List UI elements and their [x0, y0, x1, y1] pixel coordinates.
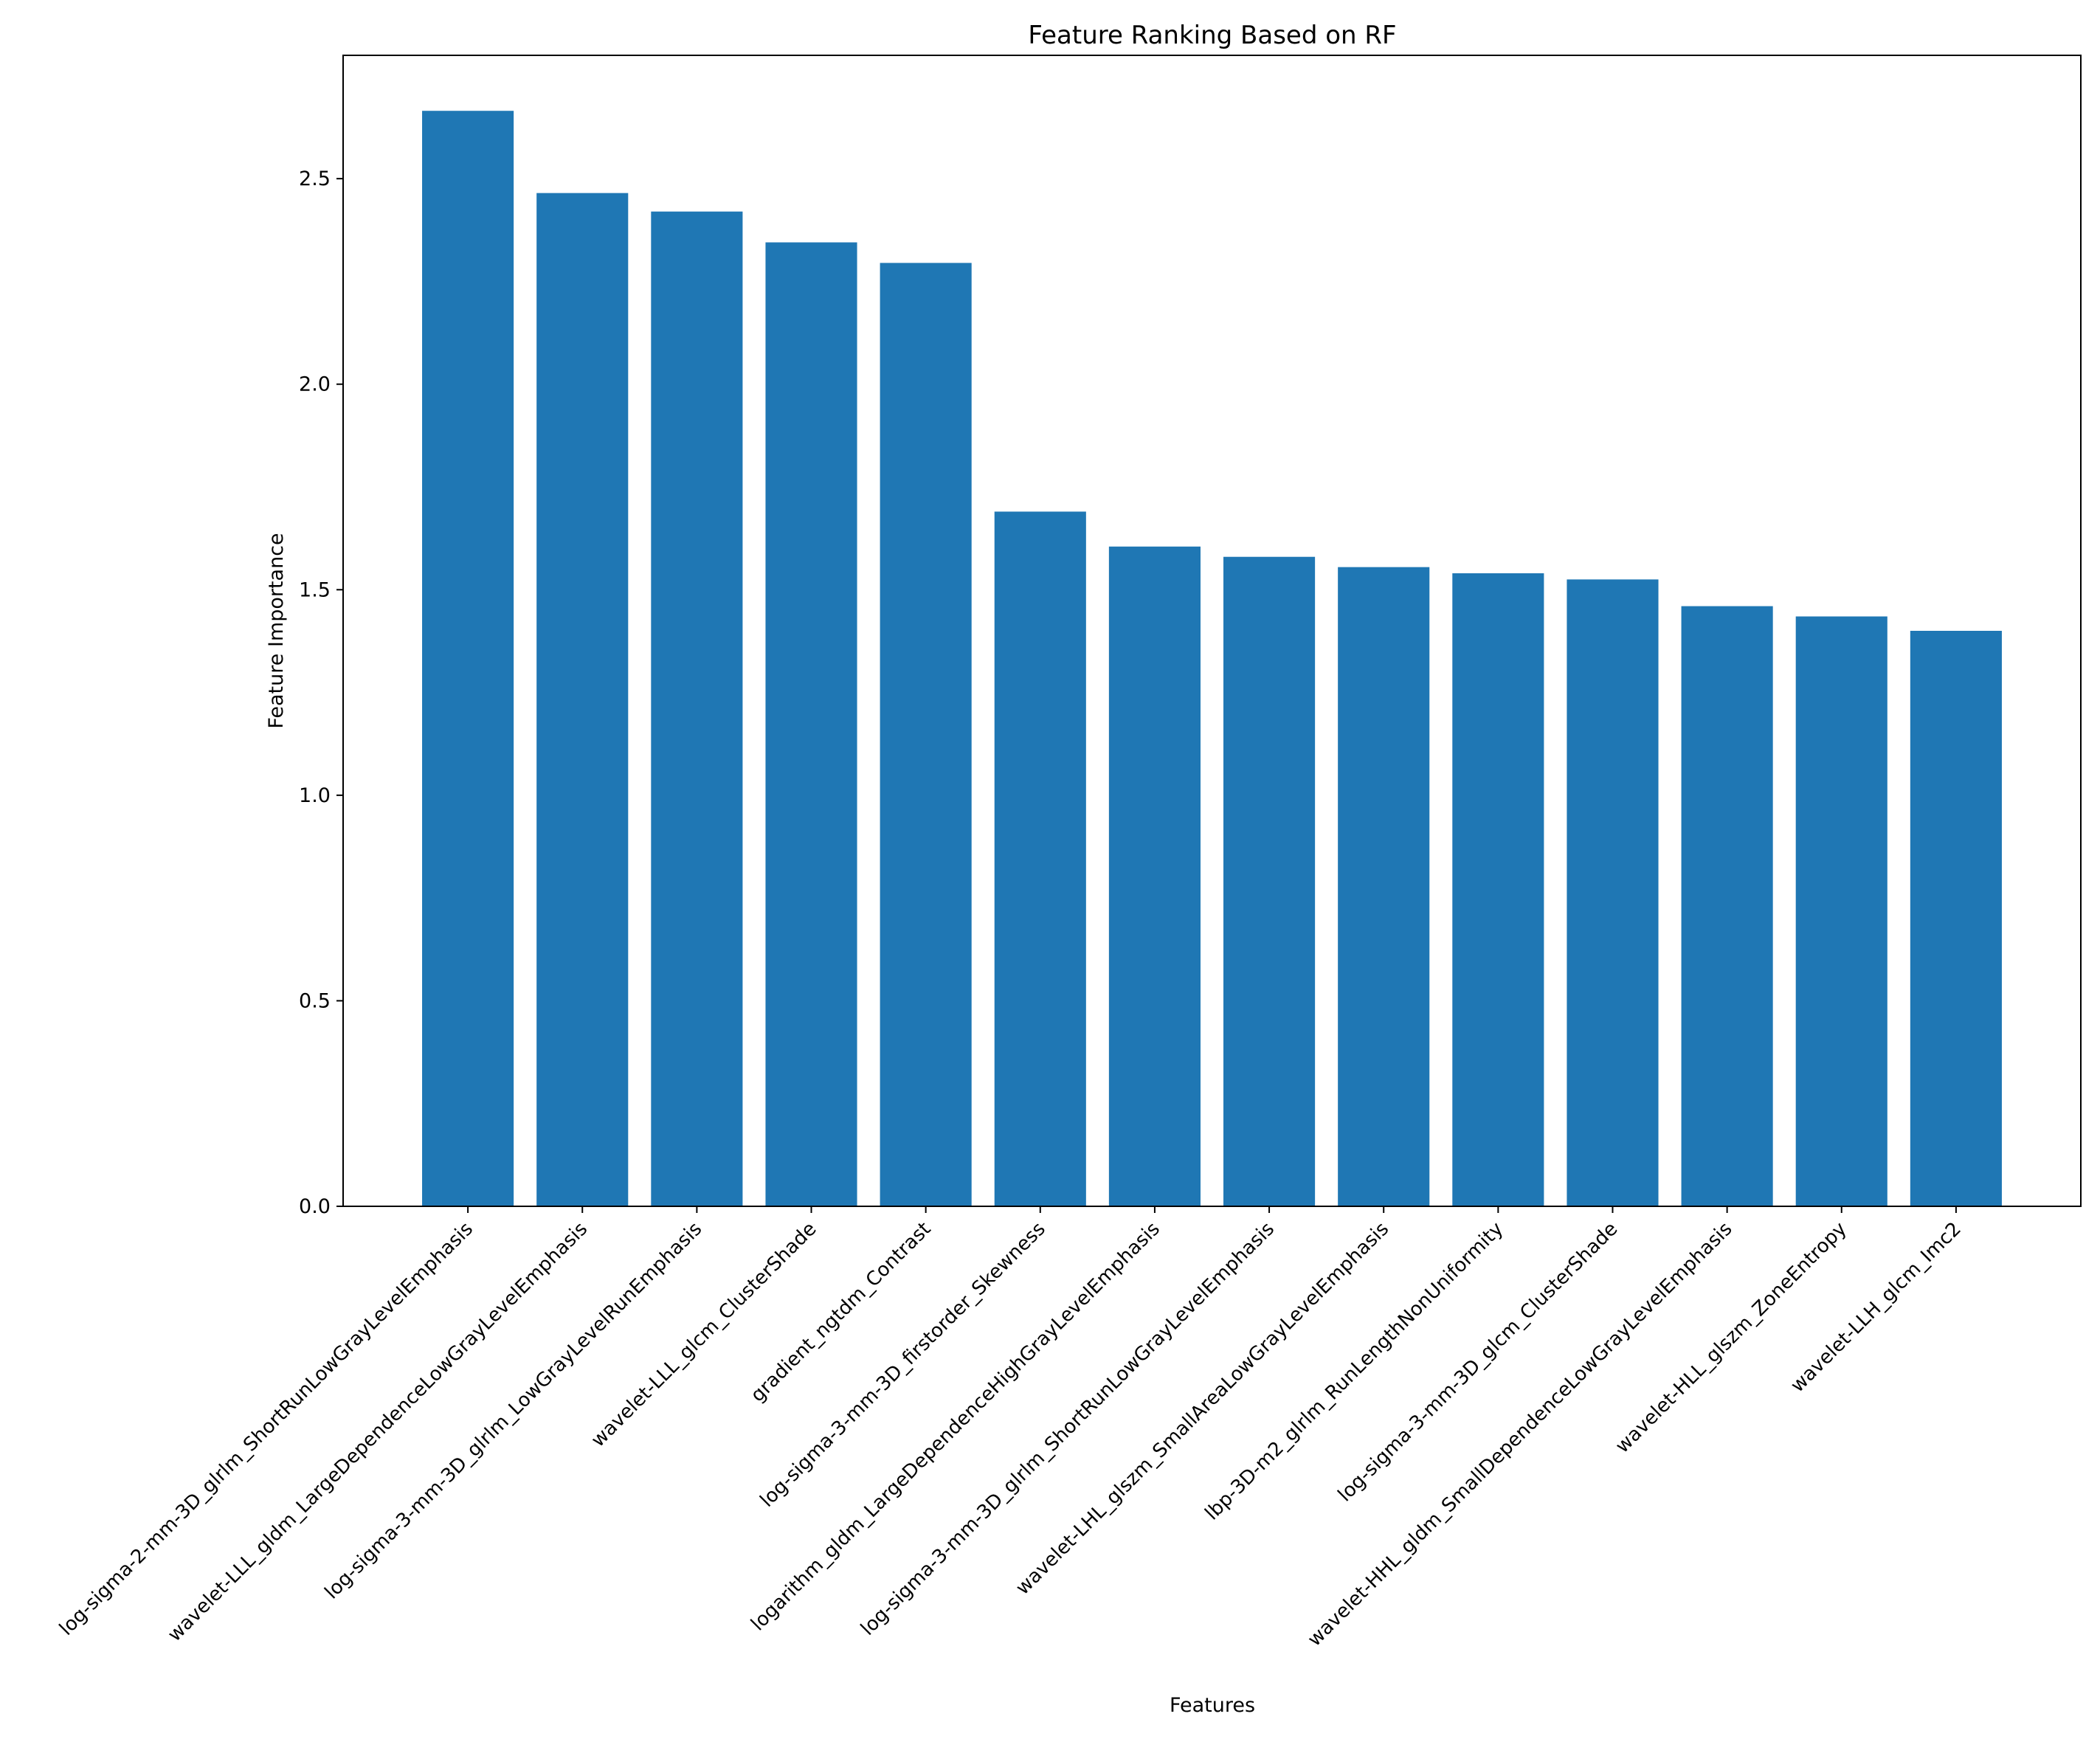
- x-axis-label: Features: [1170, 1694, 1255, 1717]
- y-tick-label: 2.0: [299, 373, 331, 396]
- bar-13: [1795, 616, 1887, 1206]
- bar-4: [765, 242, 857, 1206]
- y-ticks-group: 0.0 0.5 1.0 1.5 2.0 2.5: [299, 167, 343, 1218]
- x-tick-label: log-sigma-3-mm-3D_glrlm_ShortRunLowGrayL…: [857, 1218, 1279, 1640]
- y-axis-label: Feature Importance: [265, 533, 288, 728]
- x-tick-label: gradient_ngtdm_Contrast: [747, 1218, 936, 1407]
- y-tick-label: 0.0: [299, 1195, 331, 1218]
- bar-10: [1452, 573, 1544, 1206]
- y-tick-label: 2.5: [299, 167, 331, 190]
- x-tick-label: wavelet-LLL_glcm_ClusterShade: [587, 1218, 821, 1452]
- bar-14: [1910, 631, 2002, 1206]
- plot-frame: [342, 55, 2082, 1207]
- x-tick-label: log-sigma-3-mm-3D_glrlm_LowGrayLevelRunE…: [321, 1218, 707, 1604]
- bar-11: [1567, 579, 1659, 1206]
- bar-1: [422, 111, 514, 1207]
- x-tick-label: wavelet-HHL_gldm_SmallDependenceLowGrayL…: [1304, 1218, 1737, 1651]
- x-ticks-group: log-sigma-2-mm-3D_glrlm_ShortRunLowGrayL…: [55, 1206, 1966, 1651]
- x-tick-label: logarithm_gldm_LargeDependenceHighGrayLe…: [747, 1218, 1164, 1636]
- x-tick-label: wavelet-LLL_gldm_LargeDependenceLowGrayL…: [164, 1218, 592, 1646]
- bar-2: [536, 193, 629, 1207]
- bar-7: [1108, 546, 1201, 1206]
- bar-6: [994, 511, 1086, 1206]
- bar-5: [880, 263, 972, 1206]
- bar-9: [1338, 567, 1430, 1206]
- x-tick-label: wavelet-HLL_glszm_ZoneEntropy: [1612, 1218, 1851, 1458]
- bars-group: [422, 111, 2002, 1207]
- chart-title: Feature Ranking Based on RF: [1028, 21, 1396, 50]
- y-tick-label: 1.0: [299, 784, 331, 807]
- x-tick-label: log-sigma-2-mm-3D_glrlm_ShortRunLowGrayL…: [55, 1218, 477, 1640]
- bar-12: [1681, 606, 1773, 1206]
- y-tick-label: 0.5: [299, 989, 331, 1012]
- bar-8: [1223, 556, 1316, 1206]
- bar-3: [651, 211, 743, 1206]
- y-tick-label: 1.5: [299, 578, 331, 601]
- x-tick-label: wavelet-LHL_glszm_SmallAreaLowGrayLevelE…: [1012, 1218, 1393, 1600]
